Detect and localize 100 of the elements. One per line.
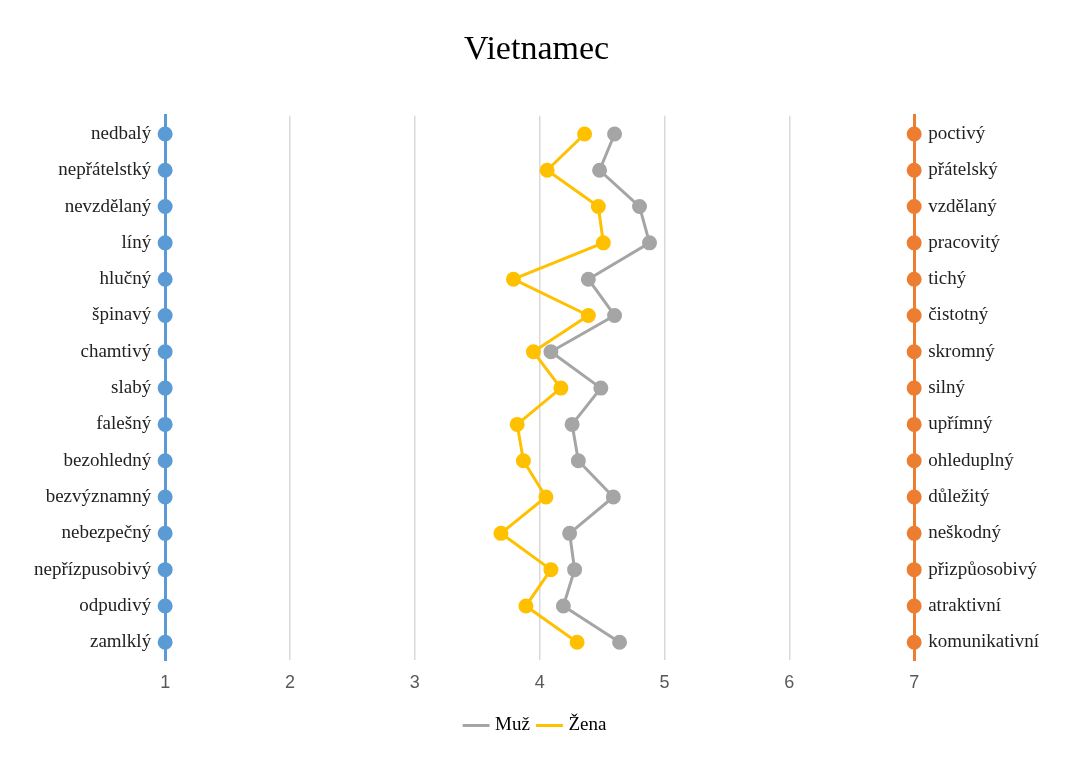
y-tick-label: zamlklý bbox=[89, 630, 152, 652]
point bbox=[567, 562, 583, 578]
y-tick-label: bezohledný bbox=[63, 448, 152, 470]
point bbox=[569, 634, 585, 650]
point bbox=[906, 271, 922, 287]
point bbox=[607, 307, 623, 323]
y2-tick-label: upřímný bbox=[928, 412, 994, 434]
y2-tick-label: silný bbox=[928, 376, 966, 398]
y2-tick-label: pracovitý bbox=[928, 230, 1001, 252]
point bbox=[157, 634, 173, 650]
point bbox=[562, 525, 578, 541]
point bbox=[157, 598, 173, 614]
point bbox=[538, 489, 554, 505]
point bbox=[906, 562, 922, 578]
point bbox=[632, 199, 648, 215]
point bbox=[157, 380, 173, 396]
point bbox=[157, 307, 173, 323]
point bbox=[642, 235, 658, 251]
point bbox=[605, 489, 621, 505]
y-tick-label: špinavý bbox=[92, 303, 152, 325]
point bbox=[906, 235, 922, 251]
point bbox=[509, 416, 525, 432]
point bbox=[906, 199, 922, 215]
chart-title: Vietnamec bbox=[463, 29, 610, 67]
point bbox=[518, 598, 534, 614]
y-tick-label: slabý bbox=[111, 376, 152, 398]
point bbox=[595, 235, 611, 251]
x-tick-label: 4 bbox=[534, 672, 545, 693]
y-tick-label: líný bbox=[121, 230, 152, 252]
point bbox=[555, 598, 571, 614]
point bbox=[525, 344, 541, 360]
y2-tick-label: vzdělaný bbox=[928, 194, 998, 216]
point bbox=[157, 271, 173, 287]
legend-label: Žena bbox=[568, 713, 607, 735]
point bbox=[906, 525, 922, 541]
point bbox=[906, 416, 922, 432]
y-tick-label: nedbalý bbox=[90, 121, 152, 143]
point bbox=[906, 453, 922, 469]
point bbox=[157, 453, 173, 469]
point bbox=[906, 162, 922, 178]
point bbox=[906, 634, 922, 650]
point bbox=[580, 271, 596, 287]
y-tick-label: nepřízpusobivý bbox=[33, 557, 152, 579]
legend-label: Muž bbox=[495, 713, 530, 735]
x-tick-label: 3 bbox=[409, 672, 420, 693]
y2-tick-label: přizpůosobivý bbox=[928, 557, 1038, 579]
point bbox=[157, 416, 173, 432]
y-tick-label: nebezpečný bbox=[61, 521, 152, 543]
point bbox=[592, 162, 608, 178]
y2-tick-label: poctivý bbox=[928, 121, 986, 143]
point bbox=[157, 162, 173, 178]
point bbox=[539, 162, 555, 178]
point bbox=[577, 126, 593, 142]
y2-tick-label: tichý bbox=[928, 267, 967, 289]
y-tick-label: chamtivý bbox=[80, 339, 152, 361]
point bbox=[906, 489, 922, 505]
y-tick-label: bezvýznamný bbox=[45, 485, 152, 506]
y-tick-label: nevzdělaný bbox=[64, 194, 152, 216]
y2-tick-label: přátelský bbox=[928, 158, 999, 180]
x-tick-label: 2 bbox=[284, 672, 295, 693]
point bbox=[157, 199, 173, 215]
y2-tick-label: důležitý bbox=[928, 485, 990, 506]
point bbox=[612, 634, 628, 650]
y2-tick-label: komunikativní bbox=[928, 630, 1040, 652]
point bbox=[157, 562, 173, 578]
x-tick-label: 5 bbox=[659, 672, 670, 693]
point bbox=[906, 344, 922, 360]
x-tick-label: 6 bbox=[784, 672, 795, 693]
point bbox=[157, 235, 173, 251]
point bbox=[580, 307, 596, 323]
y-tick-label: falešný bbox=[96, 412, 152, 434]
point bbox=[543, 344, 559, 360]
x-tick-label: 1 bbox=[160, 672, 171, 693]
point bbox=[590, 199, 606, 215]
point bbox=[570, 453, 586, 469]
y2-tick-label: čistotný bbox=[928, 303, 989, 325]
y-tick-label: odpudivý bbox=[79, 593, 152, 615]
point bbox=[564, 416, 580, 432]
point bbox=[157, 525, 173, 541]
point bbox=[157, 344, 173, 360]
point bbox=[593, 380, 609, 396]
y2-tick-label: ohleduplný bbox=[928, 448, 1015, 470]
point bbox=[553, 380, 569, 396]
x-tick-label: 7 bbox=[909, 672, 920, 693]
point bbox=[515, 453, 531, 469]
point bbox=[157, 126, 173, 142]
y2-tick-label: skromný bbox=[928, 339, 996, 361]
point bbox=[906, 598, 922, 614]
y2-tick-label: neškodný bbox=[928, 521, 1002, 543]
y2-tick-label: atraktivní bbox=[928, 593, 1002, 615]
point bbox=[543, 562, 559, 578]
y-tick-label: nepřátelstký bbox=[58, 158, 152, 180]
y-tick-label: hlučný bbox=[99, 267, 152, 289]
point bbox=[493, 525, 509, 541]
point bbox=[607, 126, 623, 142]
point bbox=[157, 489, 173, 505]
point bbox=[906, 126, 922, 142]
point bbox=[906, 380, 922, 396]
point bbox=[505, 271, 521, 287]
point bbox=[906, 307, 922, 323]
